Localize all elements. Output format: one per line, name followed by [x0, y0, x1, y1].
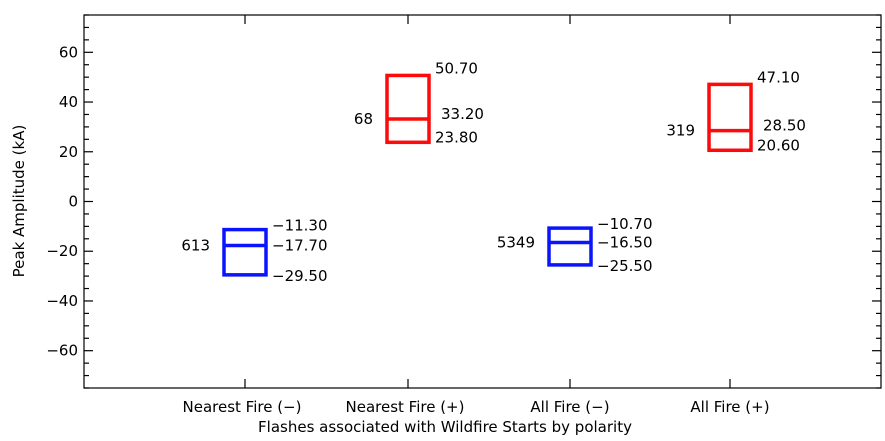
box-count-label: 319	[666, 122, 695, 140]
box-median-label: −17.70	[272, 237, 328, 255]
box-q1-label: −25.50	[597, 257, 653, 275]
box-iqr	[547, 226, 593, 267]
box-q3-label: −11.30	[272, 217, 328, 235]
x-category-label: Nearest Fire (−)	[183, 398, 302, 416]
y-tick-label: −40	[46, 292, 78, 310]
box-q1-label: 20.60	[757, 136, 800, 154]
box-count-label: 5349	[497, 234, 535, 252]
x-category-label: Nearest Fire (+)	[346, 398, 465, 416]
box-iqr	[385, 73, 431, 145]
box-q3-label: −10.70	[597, 215, 653, 233]
box-median-label: 33.20	[441, 105, 484, 123]
y-tick-label: 0	[68, 193, 78, 211]
box-median-label: 28.50	[763, 117, 806, 135]
box-iqr	[707, 82, 753, 153]
box-q3-label: 47.10	[757, 68, 800, 86]
box-count-label: 613	[181, 237, 210, 255]
box-q3-label: 50.70	[435, 59, 478, 77]
x-category-label: All Fire (+)	[690, 398, 769, 416]
box-iqr	[222, 227, 268, 277]
y-tick-label: −60	[46, 342, 78, 360]
y-tick-label: −20	[46, 242, 78, 260]
box-count-label: 68	[354, 110, 373, 128]
y-tick-label: 40	[59, 93, 78, 111]
x-axis-title: Flashes associated with Wildfire Starts …	[258, 418, 632, 436]
box-median-label: −16.50	[597, 234, 653, 252]
boxes: −11.30 −17.70 −29.50 613 50.70 33.20 23.80 68 −1…	[181, 59, 806, 284]
y-tick-label: 20	[59, 143, 78, 161]
box-q1-label: 23.80	[435, 128, 478, 146]
y-axis-title: Peak Amplitude (kA)	[10, 125, 28, 278]
x-category-label: All Fire (−)	[530, 398, 609, 416]
y-axis: −60 −40 −20 0 20 40 60	[46, 14, 881, 389]
y-tick-label: 60	[59, 43, 78, 61]
box-q1-label: −29.50	[272, 267, 328, 285]
x-axis: Nearest Fire (−) Nearest Fire (+) All Fire…	[183, 15, 770, 416]
